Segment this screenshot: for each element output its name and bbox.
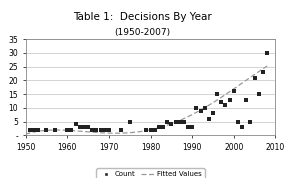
Point [173, 120, 178, 123]
Point [215, 93, 220, 96]
Point [32, 128, 36, 131]
Point [65, 128, 70, 131]
Point [265, 51, 270, 54]
Point [190, 126, 195, 129]
Point [231, 90, 236, 93]
Point [198, 109, 203, 112]
Point [28, 128, 32, 131]
Point [178, 120, 182, 123]
Point [98, 128, 103, 131]
Point [256, 93, 261, 96]
Point [82, 126, 86, 129]
Point [94, 128, 99, 131]
Point [106, 128, 111, 131]
Point [219, 101, 224, 104]
Point [36, 128, 40, 131]
Point [202, 106, 207, 109]
Point [144, 128, 149, 131]
Point [103, 128, 107, 131]
Point [227, 98, 232, 101]
Point [248, 120, 253, 123]
Point [69, 128, 74, 131]
Point [211, 112, 215, 115]
Point [78, 126, 82, 129]
Point [206, 117, 211, 120]
Point [90, 128, 95, 131]
Point [186, 126, 190, 129]
Text: Table 1:  Decisions By Year: Table 1: Decisions By Year [73, 12, 211, 22]
Point [236, 120, 240, 123]
Point [156, 126, 161, 129]
Point [181, 120, 186, 123]
Point [194, 106, 199, 109]
Point [244, 98, 248, 101]
Point [261, 71, 265, 74]
Point [161, 126, 165, 129]
Point [223, 104, 228, 106]
Text: (1950-2007): (1950-2007) [114, 28, 170, 38]
Point [252, 76, 257, 79]
Point [86, 126, 90, 129]
Point [240, 126, 245, 129]
Point [119, 128, 124, 131]
Legend: Count, Fitted Values: Count, Fitted Values [96, 168, 205, 178]
Point [44, 128, 49, 131]
Point [53, 128, 57, 131]
Point [165, 120, 170, 123]
Point [73, 123, 78, 126]
Point [128, 120, 132, 123]
Point [153, 128, 157, 131]
Point [148, 128, 153, 131]
Point [169, 123, 174, 126]
